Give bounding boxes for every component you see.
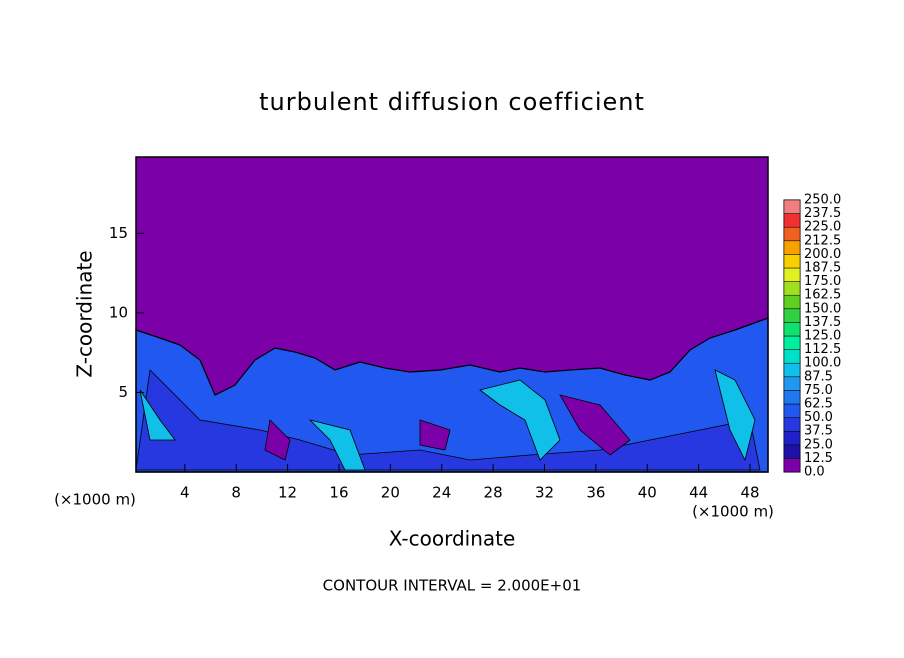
- chart-title: turbulent diffusion coefficient: [259, 88, 645, 116]
- colorbar-label: 100.0: [804, 356, 841, 371]
- colorbar-bin: [783, 267, 801, 282]
- colorbar-label: 175.0: [804, 274, 841, 289]
- colorbar-bin: [783, 458, 801, 473]
- annotation: CONTOUR INTERVAL = 2.000E+01: [323, 577, 582, 595]
- x-tick-label: 4: [180, 484, 190, 502]
- colorbar-bin: [783, 199, 801, 214]
- colorbar-label: 212.5: [804, 233, 841, 248]
- colorbar-bin: [783, 335, 801, 350]
- colorbar-label: 225.0: [804, 220, 841, 235]
- y-axis-label: Z-coordinate: [73, 250, 97, 377]
- x-axis-label: X-coordinate: [389, 527, 516, 551]
- colorbar-label: 87.5: [804, 369, 833, 384]
- colorbar-label: 75.0: [804, 383, 833, 398]
- x-tick-label: 48: [740, 484, 759, 502]
- colorbar-label: 125.0: [804, 329, 841, 344]
- colorbar-label: 62.5: [804, 397, 833, 412]
- colorbar-label: 187.5: [804, 261, 841, 276]
- x-tick-label: 16: [329, 484, 348, 502]
- colorbar-bin: [783, 240, 801, 255]
- colorbar-label: 37.5: [804, 424, 833, 439]
- colorbar-label: 25.0: [804, 437, 833, 452]
- x-tick-label: 32: [535, 484, 554, 502]
- colorbar-bin: [783, 308, 801, 323]
- x-tick-label: 36: [586, 484, 605, 502]
- purple-pockets: [264, 394, 631, 461]
- colorbar-bin: [783, 430, 801, 446]
- x-tick-label: 12: [278, 484, 297, 502]
- colorbar-bin: [783, 417, 801, 432]
- field: [135, 157, 769, 473]
- x-tick-label: 20: [381, 484, 400, 502]
- plot-frame: [135, 156, 769, 473]
- colorbar-label: 112.5: [804, 342, 841, 357]
- colorbar-label: 50.0: [804, 410, 833, 425]
- colorbar-bin: [783, 444, 801, 459]
- colorbar-label: 200.0: [804, 247, 841, 262]
- x-tick-label: 8: [231, 484, 241, 502]
- colorbar-bin: [783, 376, 801, 391]
- colorbar-label: 237.5: [804, 206, 841, 221]
- colorbar-bin: [783, 362, 801, 378]
- colorbar-bin: [783, 254, 801, 269]
- colorbar-label: 250.0: [804, 193, 841, 208]
- colorbar-bin: [783, 226, 801, 242]
- colorbar-bin: [783, 213, 801, 228]
- colorbar-bin: [783, 294, 801, 310]
- colorbar-bin: [783, 349, 801, 364]
- x-tick-label: 24: [432, 484, 451, 502]
- y-tick-label: 15: [109, 224, 128, 242]
- y-tick-label: 10: [109, 303, 128, 321]
- y-unit: (×1000 m): [54, 491, 136, 509]
- y-tick-label: 5: [118, 383, 128, 401]
- colorbar-bin: [783, 322, 801, 337]
- x-unit: (×1000 m): [692, 503, 774, 521]
- colorbar-label: 150.0: [804, 301, 841, 316]
- colorbar-bin: [783, 281, 801, 296]
- cyan-streaks: [139, 369, 756, 471]
- colorbar-label: 137.5: [804, 315, 841, 330]
- colorbar-label: 0.0: [804, 465, 825, 480]
- x-tick-label: 44: [689, 484, 708, 502]
- colorbar-label: 162.5: [804, 288, 841, 303]
- colorbar-bin: [783, 403, 801, 418]
- x-tick-label: 28: [484, 484, 503, 502]
- colorbar-bin: [783, 390, 801, 405]
- colorbar-label: 12.5: [804, 451, 833, 466]
- x-tick-label: 40: [638, 484, 657, 502]
